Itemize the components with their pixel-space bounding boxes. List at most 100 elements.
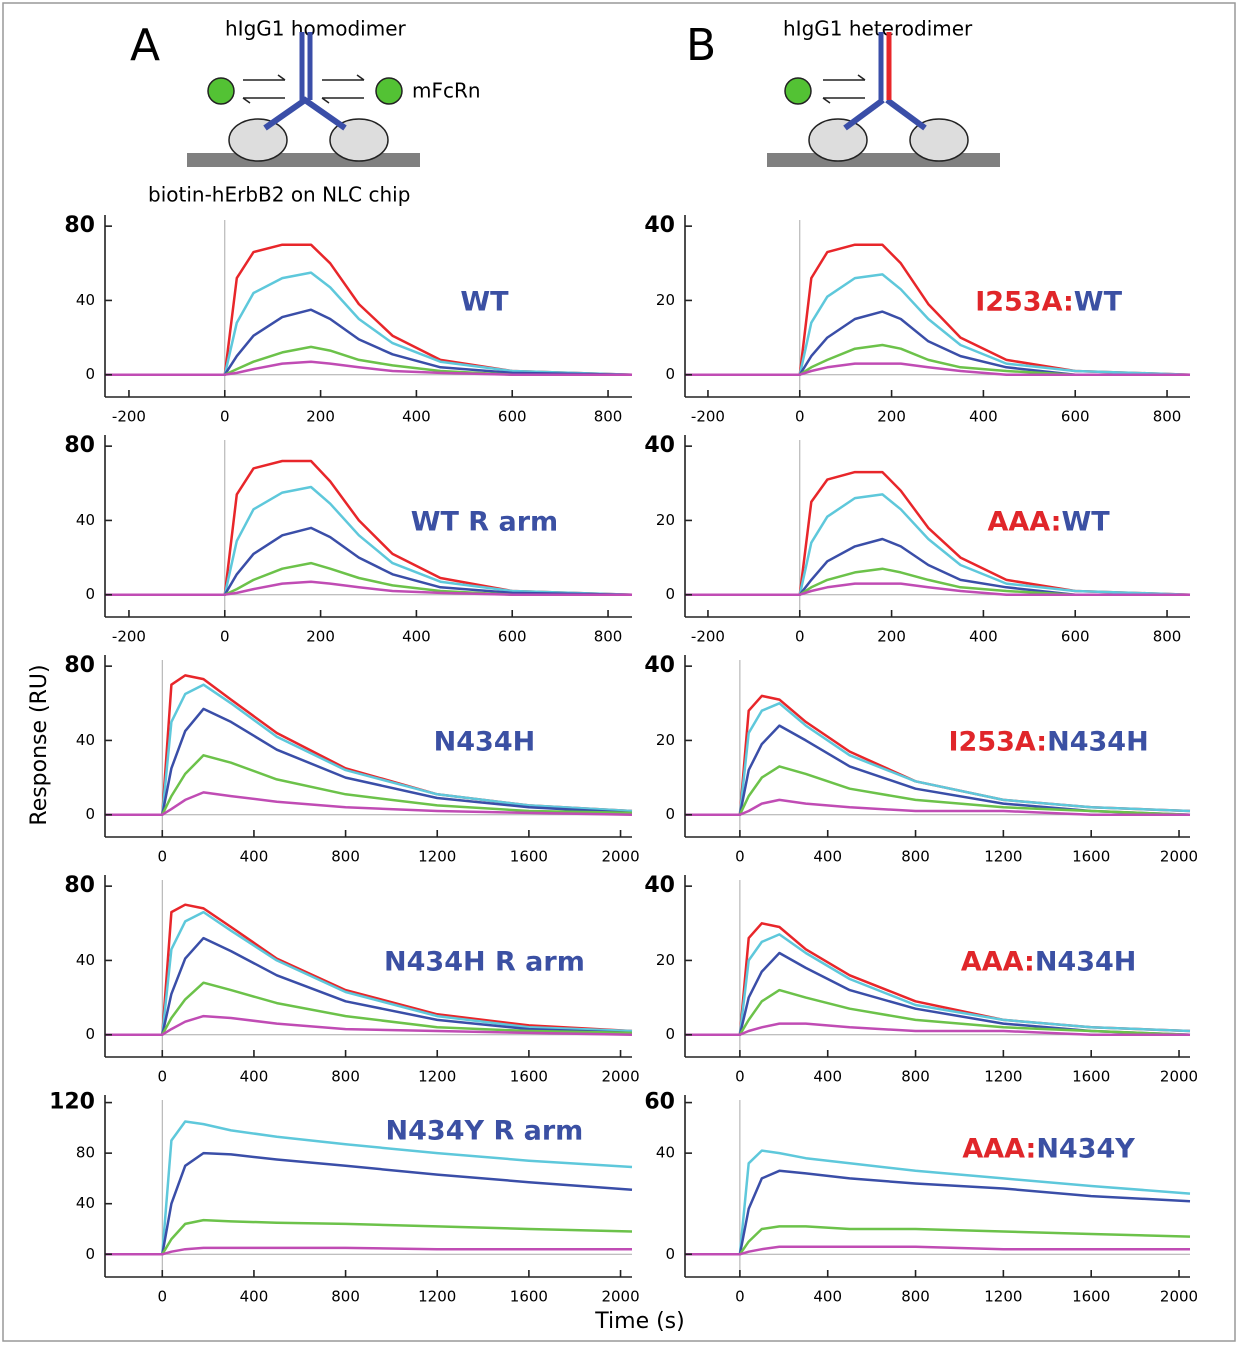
y-tick-label: 40 [656, 1144, 675, 1162]
data-line [105, 526, 633, 596]
x-tick-label: 0 [735, 1288, 745, 1306]
panel-letter: B [686, 20, 716, 71]
title-part: N434H R arm [384, 946, 585, 977]
y-tick-label: 120 [49, 1090, 95, 1115]
y-tick-label: 0 [665, 805, 675, 823]
x-tick-label: 2000 [601, 848, 639, 866]
y-tick-label: 40 [76, 291, 95, 309]
y-tick-label: 80 [76, 1144, 95, 1162]
x-tick-label: 400 [402, 408, 431, 426]
y-tick-label: 20 [656, 951, 675, 969]
x-tick-label: 800 [594, 628, 623, 646]
data-line [685, 1169, 1191, 1256]
x-tick-label: 800 [901, 1288, 930, 1306]
panel-title: N434H [434, 726, 536, 757]
data-line [685, 951, 1191, 1036]
x-tick-label: 0 [158, 848, 168, 866]
data-line [685, 798, 1190, 816]
y-tick-label: 40 [644, 873, 675, 898]
y-tick-label: 80 [64, 873, 95, 898]
x-tick-label: 2000 [1160, 1068, 1198, 1086]
panel-title: N434Y R arm [386, 1115, 584, 1146]
x-tick-label: 1200 [984, 848, 1022, 866]
data-line [685, 1245, 1190, 1256]
x-tick-label: 800 [901, 1068, 930, 1086]
x-tick-label: 400 [240, 1068, 269, 1086]
y-tick-label: 40 [76, 951, 95, 969]
title-part: N434Y [1036, 1133, 1135, 1164]
title-part: WT [1074, 286, 1123, 317]
x-tick-label: 600 [498, 408, 527, 426]
x-tick-label: 400 [402, 628, 431, 646]
data-line [105, 903, 633, 1036]
data-line [105, 360, 632, 376]
data-line [685, 988, 1191, 1036]
x-tick-label: 1600 [1072, 1288, 1110, 1306]
x-tick-label: 400 [813, 1068, 842, 1086]
x-tick-label: 400 [240, 1288, 269, 1306]
data-line [105, 271, 633, 376]
title-part: AAA: [962, 1133, 1036, 1164]
data-line [105, 243, 633, 376]
y-tick-label: 40 [76, 1194, 95, 1212]
y-tick-label: 0 [665, 1025, 675, 1043]
title-part: N434H [434, 726, 536, 757]
title-part: AAA: [961, 946, 1035, 977]
x-tick-label: 0 [220, 628, 230, 646]
x-tick-label: 800 [1153, 408, 1182, 426]
y-tick-label: 60 [644, 1090, 675, 1115]
data-line [685, 1022, 1190, 1036]
title-part: WT R arm [411, 506, 558, 537]
y-tick-label: 0 [665, 365, 675, 383]
y-tick-label: 0 [665, 1245, 675, 1263]
x-tick-label: 600 [1061, 408, 1090, 426]
data-line [105, 345, 632, 376]
y-tick-label: 20 [656, 511, 675, 529]
data-line [685, 702, 1191, 816]
panel-title: N434H R arm [384, 946, 585, 977]
y-tick-label: 0 [85, 805, 95, 823]
x-tick-label: 1200 [418, 848, 456, 866]
data-line [105, 981, 633, 1036]
data-line [105, 1151, 633, 1256]
data-line [685, 362, 1190, 376]
data-line [685, 1149, 1191, 1256]
data-line [105, 1218, 633, 1256]
data-line [105, 459, 633, 596]
panel-title: WT [460, 286, 509, 317]
data-line [685, 1225, 1191, 1256]
panel-title: AAA:WT [987, 506, 1110, 537]
diagram-label: hIgG1 heterodimer [783, 17, 973, 41]
panel-title: I253A:N434H [949, 726, 1149, 757]
x-tick-label: 600 [498, 628, 527, 646]
x-tick-label: 1200 [418, 1068, 456, 1086]
diagram-a [187, 32, 420, 167]
data-line [685, 493, 1191, 596]
diagram-label: biotin-hErbB2 on NLC chip [148, 183, 410, 207]
x-tick-label: -200 [112, 628, 146, 646]
title-part: I253A: [949, 726, 1048, 757]
data-line [685, 273, 1191, 376]
data-line [105, 683, 633, 816]
panel-title: AAA:N434Y [962, 1133, 1135, 1164]
data-line [105, 754, 633, 816]
x-tick-label: 200 [306, 628, 335, 646]
x-tick-label: 1600 [1072, 1068, 1110, 1086]
x-tick-label: 400 [240, 848, 269, 866]
x-tick-label: 400 [969, 628, 998, 646]
x-tick-label: 200 [877, 408, 906, 426]
y-axis-title: Response (RU) [27, 664, 52, 825]
y-tick-label: 80 [64, 213, 95, 238]
x-tick-label: 800 [594, 408, 623, 426]
data-line [685, 343, 1190, 376]
x-tick-label: 400 [813, 1288, 842, 1306]
y-tick-label: 40 [644, 213, 675, 238]
x-tick-label: 200 [306, 408, 335, 426]
data-line [685, 537, 1190, 596]
x-tick-label: 1600 [1072, 848, 1110, 866]
data-line [685, 724, 1191, 816]
data-line [105, 1014, 633, 1036]
y-tick-label: 0 [665, 585, 675, 603]
panel-title: I253A:WT [975, 286, 1122, 317]
